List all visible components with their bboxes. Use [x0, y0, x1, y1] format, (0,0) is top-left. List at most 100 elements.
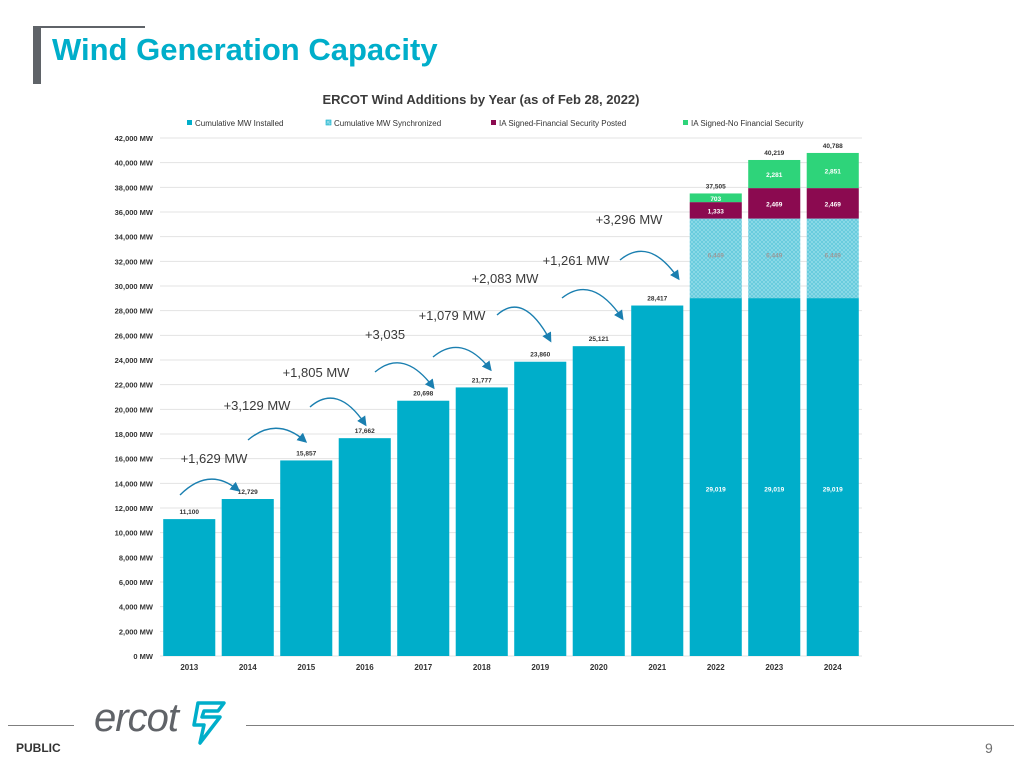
y-tick-label: 12,000 MW — [115, 504, 154, 513]
value-label-total: 40,788 — [823, 143, 843, 150]
y-tick-label: 0 MW — [133, 652, 154, 661]
y-tick-label: 6,000 MW — [119, 578, 154, 587]
ercot-logo: ercot — [94, 696, 179, 740]
bar-installed-2018 — [455, 387, 508, 656]
title-accent-bar — [33, 26, 41, 84]
y-tick-label: 38,000 MW — [115, 183, 154, 192]
value-label-installed: 29,019 — [764, 486, 784, 493]
x-tick-label: 2022 — [707, 663, 725, 672]
page-title: Wind Generation Capacity — [52, 32, 438, 67]
delta-annotation: +1,805 MW — [283, 365, 351, 380]
y-tick-label: 18,000 MW — [115, 430, 154, 439]
y-axis: 0 MW 2,000 MW 4,000 MW 6,000 MW 8,000 MW 10,0… — [115, 134, 154, 661]
x-tick-label: 2014 — [239, 663, 257, 672]
delta-annotation: +1,629 MW — [181, 451, 249, 466]
value-label-synchronized: 6,449 — [708, 252, 725, 259]
bar-synchronized-2022 — [689, 218, 742, 299]
x-tick-label: 2015 — [297, 663, 315, 672]
legend-swatch-security_posted — [491, 120, 496, 125]
bar-installed-2021 — [631, 305, 684, 656]
lightning-logo-icon — [192, 701, 226, 745]
x-tick-label: 2024 — [824, 663, 842, 672]
bar-installed-2014 — [221, 499, 274, 656]
x-tick-label: 2020 — [590, 663, 608, 672]
legend-label-installed: Cumulative MW Installed — [195, 119, 283, 128]
y-tick-label: 22,000 MW — [115, 381, 154, 390]
y-tick-label: 32,000 MW — [115, 257, 154, 266]
y-tick-label: 4,000 MW — [119, 603, 154, 612]
delta-annotation: +3,035 — [365, 327, 405, 342]
value-label-installed: 29,019 — [823, 486, 843, 493]
bar-installed-2013 — [163, 519, 216, 656]
legend-label-synchronized: Cumulative MW Synchronized — [334, 119, 441, 128]
legend-swatch-no_security — [683, 120, 688, 125]
bar-installed-2023 — [748, 298, 801, 656]
x-tick-label: 2016 — [356, 663, 374, 672]
title-accent-rule — [41, 26, 145, 28]
legend: Cumulative MW Installed Cumulative MW Syn… — [187, 119, 804, 128]
value-label-installed: 20,698 — [413, 391, 433, 398]
y-tick-label: 36,000 MW — [115, 208, 154, 217]
delta-annotation: +1,079 MW — [419, 308, 487, 323]
delta-annotation: +2,083 MW — [472, 271, 540, 286]
delta-arrow — [374, 362, 435, 390]
delta-arrow — [247, 427, 308, 443]
bar-installed-2017 — [397, 400, 450, 656]
y-tick-label: 40,000 MW — [115, 159, 154, 168]
bar-no_security-2022 — [689, 193, 742, 203]
legend-label-no_security: IA Signed-No Financial Security — [691, 119, 804, 128]
x-axis: 2013 2014 2015 2016 2017 2018 2019 2020 2021 2022… — [180, 663, 842, 672]
legend-label-security_posted: IA Signed-Financial Security Posted — [499, 119, 626, 128]
bar-installed-2022 — [689, 298, 742, 656]
grid — [160, 137, 862, 657]
value-label-installed: 11,100 — [179, 509, 199, 516]
bar-security_posted-2024 — [806, 188, 859, 219]
value-label-no-security: 703 — [710, 196, 721, 203]
x-tick-label: 2013 — [180, 663, 198, 672]
delta-arrow — [432, 346, 492, 372]
footer-rule-left — [8, 725, 74, 726]
value-label-installed: 29,019 — [706, 486, 726, 493]
y-tick-label: 24,000 MW — [115, 356, 154, 365]
value-label-no-security: 2,851 — [825, 169, 842, 176]
value-label-installed: 28,417 — [647, 296, 667, 303]
x-tick-label: 2019 — [531, 663, 549, 672]
bar-no_security-2023 — [748, 159, 801, 189]
bar-security_posted-2023 — [748, 188, 801, 219]
bar-security_posted-2022 — [689, 202, 742, 219]
y-tick-label: 20,000 MW — [115, 405, 154, 414]
delta-arrow — [561, 288, 624, 321]
delta-annotation: +3,296 MW — [596, 212, 664, 227]
x-tick-label: 2021 — [648, 663, 666, 672]
value-label-total: 37,505 — [706, 183, 726, 190]
value-label-synchronized: 6,449 — [766, 252, 783, 259]
value-label-security-posted: 2,469 — [766, 201, 783, 208]
x-tick-label: 2017 — [414, 663, 432, 672]
legend-swatch-installed — [187, 120, 192, 125]
chart-title: ERCOT Wind Additions by Year (as of Feb … — [322, 92, 639, 107]
y-tick-label: 16,000 MW — [115, 455, 154, 464]
value-label-security-posted: 1,333 — [708, 208, 725, 215]
value-label-total: 40,219 — [764, 150, 784, 157]
bar-synchronized-2024 — [806, 218, 859, 299]
legend-swatch-synchronized — [325, 119, 332, 126]
page-number: 9 — [985, 740, 993, 756]
y-tick-label: 8,000 MW — [119, 553, 154, 562]
x-tick-label: 2023 — [765, 663, 783, 672]
y-tick-label: 10,000 MW — [115, 529, 154, 538]
y-tick-label: 34,000 MW — [115, 233, 154, 242]
delta-annotation: +3,129 MW — [224, 398, 292, 413]
delta-arrow — [496, 306, 552, 343]
bar-installed-2024 — [806, 298, 859, 656]
y-tick-label: 42,000 MW — [115, 134, 154, 143]
value-label-no-security: 2,281 — [766, 172, 783, 179]
x-tick-label: 2018 — [473, 663, 491, 672]
bar-installed-2016 — [338, 438, 391, 656]
y-tick-label: 26,000 MW — [115, 331, 154, 340]
y-tick-label: 28,000 MW — [115, 307, 154, 316]
value-label-installed: 17,662 — [355, 428, 375, 435]
y-tick-label: 30,000 MW — [115, 282, 154, 291]
bar-synchronized-2023 — [748, 218, 801, 299]
value-label-security-posted: 2,469 — [825, 201, 842, 208]
